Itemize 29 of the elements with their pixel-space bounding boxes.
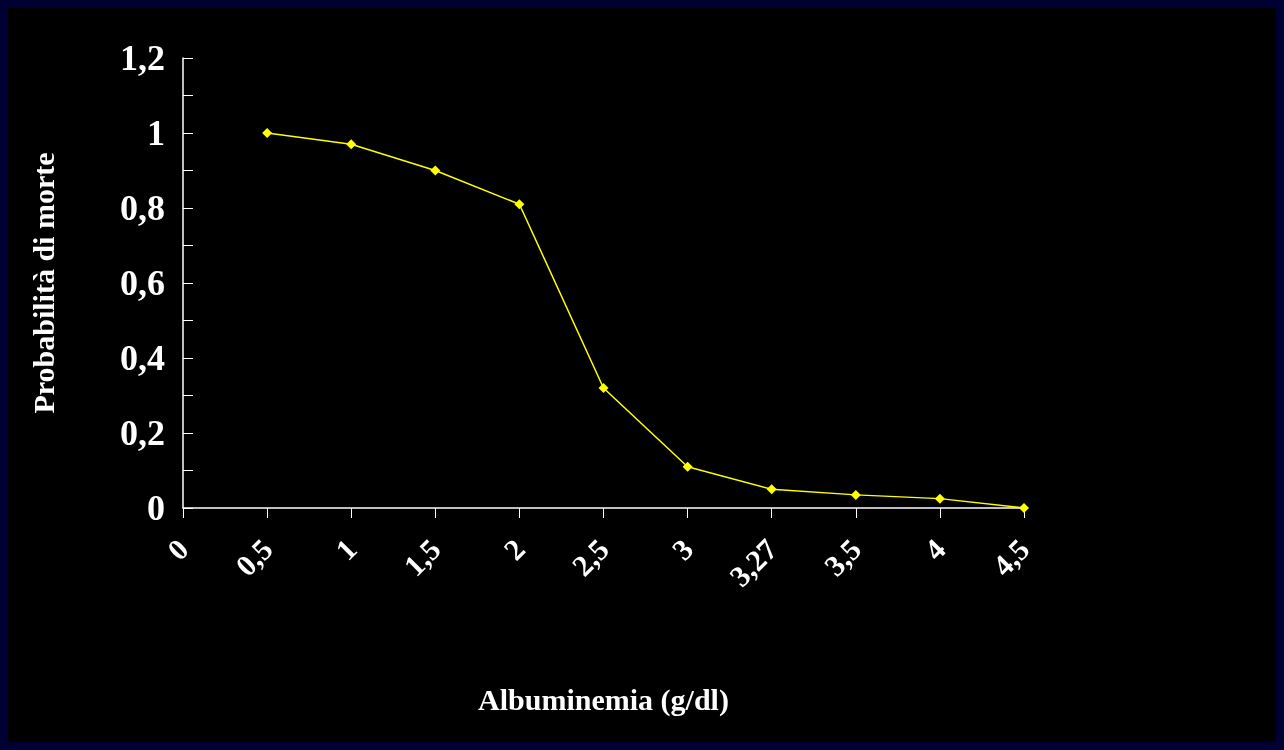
y-tick-label: 1,2 — [120, 38, 165, 78]
y-tick-label: 0,4 — [120, 338, 165, 378]
x-tick-label: 4,5 — [985, 532, 1036, 583]
x-tick-label: 3 — [665, 532, 700, 567]
y-tick-label: 0,8 — [120, 188, 165, 228]
point — [682, 461, 693, 472]
x-tick-label: 0,5 — [228, 532, 279, 583]
x-tick-label: 3,5 — [817, 532, 868, 583]
point — [934, 493, 945, 504]
point — [346, 139, 357, 150]
x-axis-title: Albuminemia (g/dl) — [478, 682, 729, 717]
x-tick-label: 3,27 — [722, 532, 784, 593]
point — [262, 128, 273, 138]
x-tick-label: 2,5 — [565, 532, 616, 583]
y-axis-title: Probabilità di morte — [26, 152, 60, 414]
point — [1019, 503, 1029, 513]
y-tick-label: 0,6 — [120, 263, 165, 303]
point — [850, 489, 861, 500]
point — [430, 165, 441, 176]
y-tick-label: 0 — [147, 488, 165, 528]
point — [514, 199, 525, 210]
y-tick-label: 0,2 — [120, 413, 165, 453]
y-tick-label: 1 — [147, 113, 165, 153]
point — [766, 484, 777, 495]
point — [598, 383, 609, 393]
x-tick-label: 1,5 — [397, 532, 447, 583]
x-tick-label: 2 — [497, 532, 532, 567]
x-tick-label: 1 — [328, 532, 363, 567]
x-tick-label: 4 — [917, 532, 952, 567]
